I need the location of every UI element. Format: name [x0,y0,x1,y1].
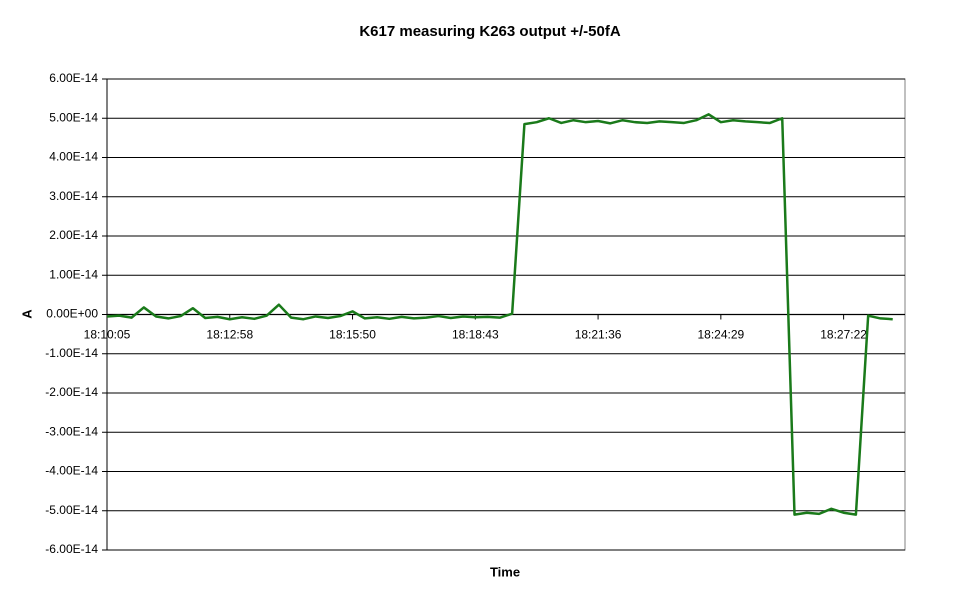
y-tick-label: -2.00E-14 [45,385,98,399]
y-tick-label: 5.00E-14 [49,110,98,124]
y-tick-label: 3.00E-14 [49,189,98,203]
y-tick-label: -3.00E-14 [45,424,98,438]
y-tick-label: 2.00E-14 [49,228,98,242]
y-axis-title: A [19,309,34,319]
y-tick-label: 1.00E-14 [49,267,98,281]
x-tick-label: 18:15:50 [329,328,376,342]
y-tick-label: -5.00E-14 [45,503,98,517]
x-tick-label: 18:18:43 [452,328,499,342]
x-tick-label: 18:10:05 [84,328,131,342]
x-tick-label: 18:21:36 [575,328,622,342]
y-tick-label: 6.00E-14 [49,71,98,85]
x-tick-label: 18:12:58 [206,328,253,342]
y-tick-label: -1.00E-14 [45,346,98,360]
x-tick-label: 18:24:29 [697,328,744,342]
x-tick-label: 18:27:22 [820,328,867,342]
y-tick-label: -4.00E-14 [45,464,98,478]
y-tick-label: -6.00E-14 [45,542,98,556]
y-tick-label: 4.00E-14 [49,150,98,164]
y-tick-label: 0.00E+00 [46,307,98,321]
data-line [106,113,893,516]
x-axis-title: Time [490,564,520,579]
chart-title: K617 measuring K263 output +/-50fA [359,23,620,40]
